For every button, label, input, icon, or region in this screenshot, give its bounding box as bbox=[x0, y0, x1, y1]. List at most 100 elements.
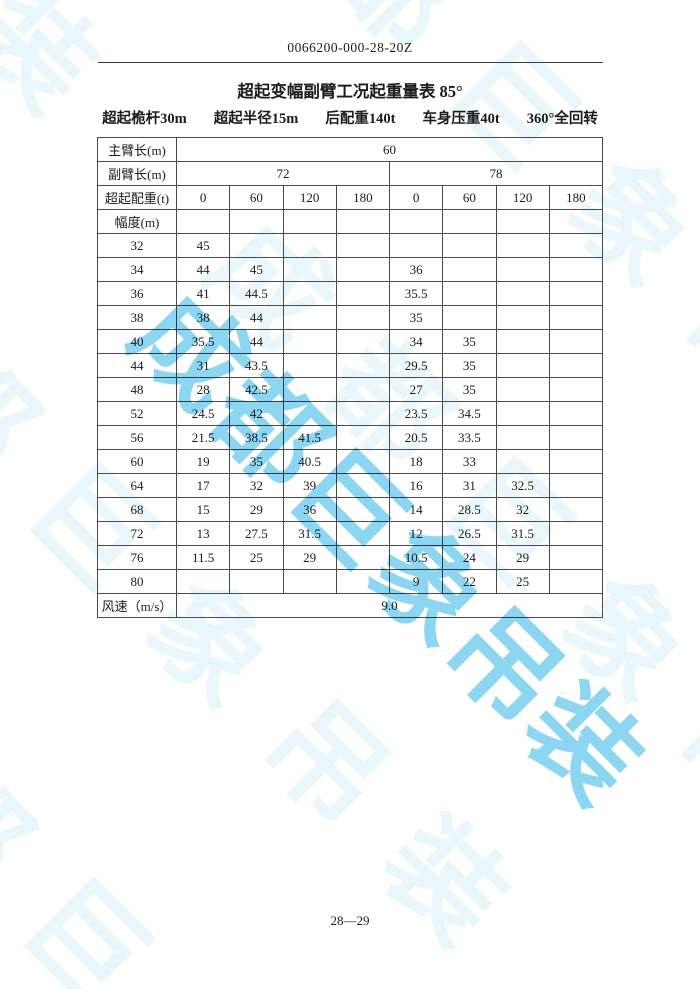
capacity-cell bbox=[548, 257, 604, 282]
capacity-cell: 31 bbox=[442, 473, 497, 498]
capacity-cell bbox=[335, 449, 391, 474]
capacity-cell: 26.5 bbox=[442, 521, 497, 546]
capacity-cell: 27 bbox=[388, 377, 444, 402]
capacity-cell: 21.5 bbox=[175, 425, 231, 450]
wind-label: 风速（m/s） bbox=[97, 593, 177, 618]
radius-header-row: 幅度(m) bbox=[97, 209, 604, 234]
capacity-cell bbox=[548, 569, 604, 594]
table-row: 44 31 43.5 29.5 35 bbox=[97, 353, 604, 378]
condition-rear-counterweight: 后配重140t bbox=[325, 111, 396, 127]
capacity-cell: 18 bbox=[388, 449, 444, 474]
capacity-cell bbox=[495, 305, 550, 330]
table-row: 80 9 22 25 bbox=[97, 569, 604, 594]
capacity-cell: 31.5 bbox=[282, 521, 337, 546]
capacity-cell bbox=[495, 353, 550, 378]
capacity-cell: 35.5 bbox=[388, 281, 444, 306]
capacity-cell: 32.5 bbox=[495, 473, 550, 498]
capacity-cell bbox=[548, 425, 604, 450]
capacity-cell bbox=[388, 233, 444, 258]
capacity-cell bbox=[335, 305, 391, 330]
capacity-cell bbox=[548, 329, 604, 354]
capacity-cell bbox=[495, 377, 550, 402]
capacity-cell bbox=[548, 473, 604, 498]
capacity-cell: 28 bbox=[175, 377, 231, 402]
empty-cell bbox=[442, 209, 497, 234]
capacity-cell bbox=[335, 353, 391, 378]
capacity-cell: 35.5 bbox=[175, 329, 231, 354]
jib-value: 72 bbox=[176, 161, 390, 186]
radius-cell: 64 bbox=[97, 473, 177, 498]
radius-cell: 36 bbox=[97, 281, 177, 306]
document-content: 0066200-000-28-20Z 超起变幅副臂工况起重量表 85° 超起桅杆… bbox=[0, 40, 700, 618]
capacity-cell: 44 bbox=[229, 329, 284, 354]
capacity-cell: 29.5 bbox=[388, 353, 444, 378]
capacity-cell bbox=[548, 377, 604, 402]
radius-cell: 52 bbox=[97, 401, 177, 426]
capacity-cell bbox=[442, 233, 497, 258]
empty-cell bbox=[175, 209, 231, 234]
capacity-cell: 28.5 bbox=[442, 497, 497, 522]
capacity-cell: 40.5 bbox=[282, 449, 337, 474]
capacity-cell: 12 bbox=[388, 521, 444, 546]
capacity-cell: 34 bbox=[388, 329, 444, 354]
table-row: 38 38 44 35 bbox=[97, 305, 604, 330]
table-row: 34 44 45 36 bbox=[97, 257, 604, 282]
capacity-cell bbox=[548, 401, 604, 426]
capacity-cell: 19 bbox=[175, 449, 231, 474]
capacity-cell: 32 bbox=[495, 497, 550, 522]
radius-cell: 48 bbox=[97, 377, 177, 402]
capacity-cell: 15 bbox=[175, 497, 231, 522]
capacity-cell: 44 bbox=[175, 257, 231, 282]
capacity-cell: 20.5 bbox=[388, 425, 444, 450]
capacity-cell: 32 bbox=[229, 473, 284, 498]
wind-speed-row: 风速（m/s） 9.0 bbox=[97, 593, 603, 618]
capacity-cell: 44.5 bbox=[229, 281, 284, 306]
capacity-cell bbox=[442, 305, 497, 330]
counterweight-value: 120 bbox=[495, 185, 550, 210]
table-row: 56 21.5 38.5 41.5 20.5 33.5 bbox=[97, 425, 604, 450]
radius-cell: 76 bbox=[97, 545, 177, 570]
jib-value: 78 bbox=[389, 161, 603, 186]
capacity-cell bbox=[229, 569, 284, 594]
capacity-cell bbox=[282, 569, 337, 594]
header-rule bbox=[97, 62, 603, 63]
capacity-cell bbox=[229, 233, 284, 258]
capacity-cell: 27.5 bbox=[229, 521, 284, 546]
radius-cell: 80 bbox=[97, 569, 177, 594]
radius-cell: 44 bbox=[97, 353, 177, 378]
capacity-cell: 31 bbox=[175, 353, 231, 378]
capacity-cell: 41.5 bbox=[282, 425, 337, 450]
counterweight-value: 0 bbox=[388, 185, 444, 210]
condition-mast: 超起桅杆30m bbox=[102, 111, 187, 127]
capacity-cell bbox=[335, 497, 391, 522]
radius-cell: 68 bbox=[97, 497, 177, 522]
capacity-cell: 29 bbox=[495, 545, 550, 570]
capacity-cell: 36 bbox=[282, 497, 337, 522]
capacity-cell bbox=[335, 281, 391, 306]
capacity-cell: 11.5 bbox=[175, 545, 231, 570]
capacity-cell: 24.5 bbox=[175, 401, 231, 426]
capacity-cell bbox=[282, 329, 337, 354]
capacity-cell: 25 bbox=[229, 545, 284, 570]
capacity-cell: 29 bbox=[282, 545, 337, 570]
footer-page-number: 28—29 bbox=[330, 913, 370, 928]
capacity-cell: 42 bbox=[229, 401, 284, 426]
radius-label: 幅度(m) bbox=[97, 209, 177, 234]
radius-cell: 56 bbox=[97, 425, 177, 450]
counterweight-value: 180 bbox=[335, 185, 391, 210]
capacity-cell bbox=[282, 281, 337, 306]
capacity-cell: 31.5 bbox=[495, 521, 550, 546]
capacity-cell bbox=[335, 425, 391, 450]
conditions-row: 超起桅杆30m 超起半径15m 后配重140t 车身压重40t 360°全回转 bbox=[0, 107, 700, 127]
table-row: 60 19 35 40.5 18 33 bbox=[97, 449, 604, 474]
capacity-cell: 29 bbox=[229, 497, 284, 522]
capacity-cell bbox=[282, 353, 337, 378]
table-row: 40 35.5 44 34 35 bbox=[97, 329, 604, 354]
capacity-cell: 35 bbox=[442, 353, 497, 378]
radius-cell: 72 bbox=[97, 521, 177, 546]
capacity-rows: 32 45 34 44 45 36 36 41 44.5 35.5 38 38 44 35 40 35.5 44… bbox=[97, 233, 604, 594]
capacity-cell: 45 bbox=[229, 257, 284, 282]
capacity-cell: 36 bbox=[388, 257, 444, 282]
table-row: 64 17 32 39 16 31 32.5 bbox=[97, 473, 604, 498]
condition-slewing: 360°全回转 bbox=[526, 111, 598, 127]
